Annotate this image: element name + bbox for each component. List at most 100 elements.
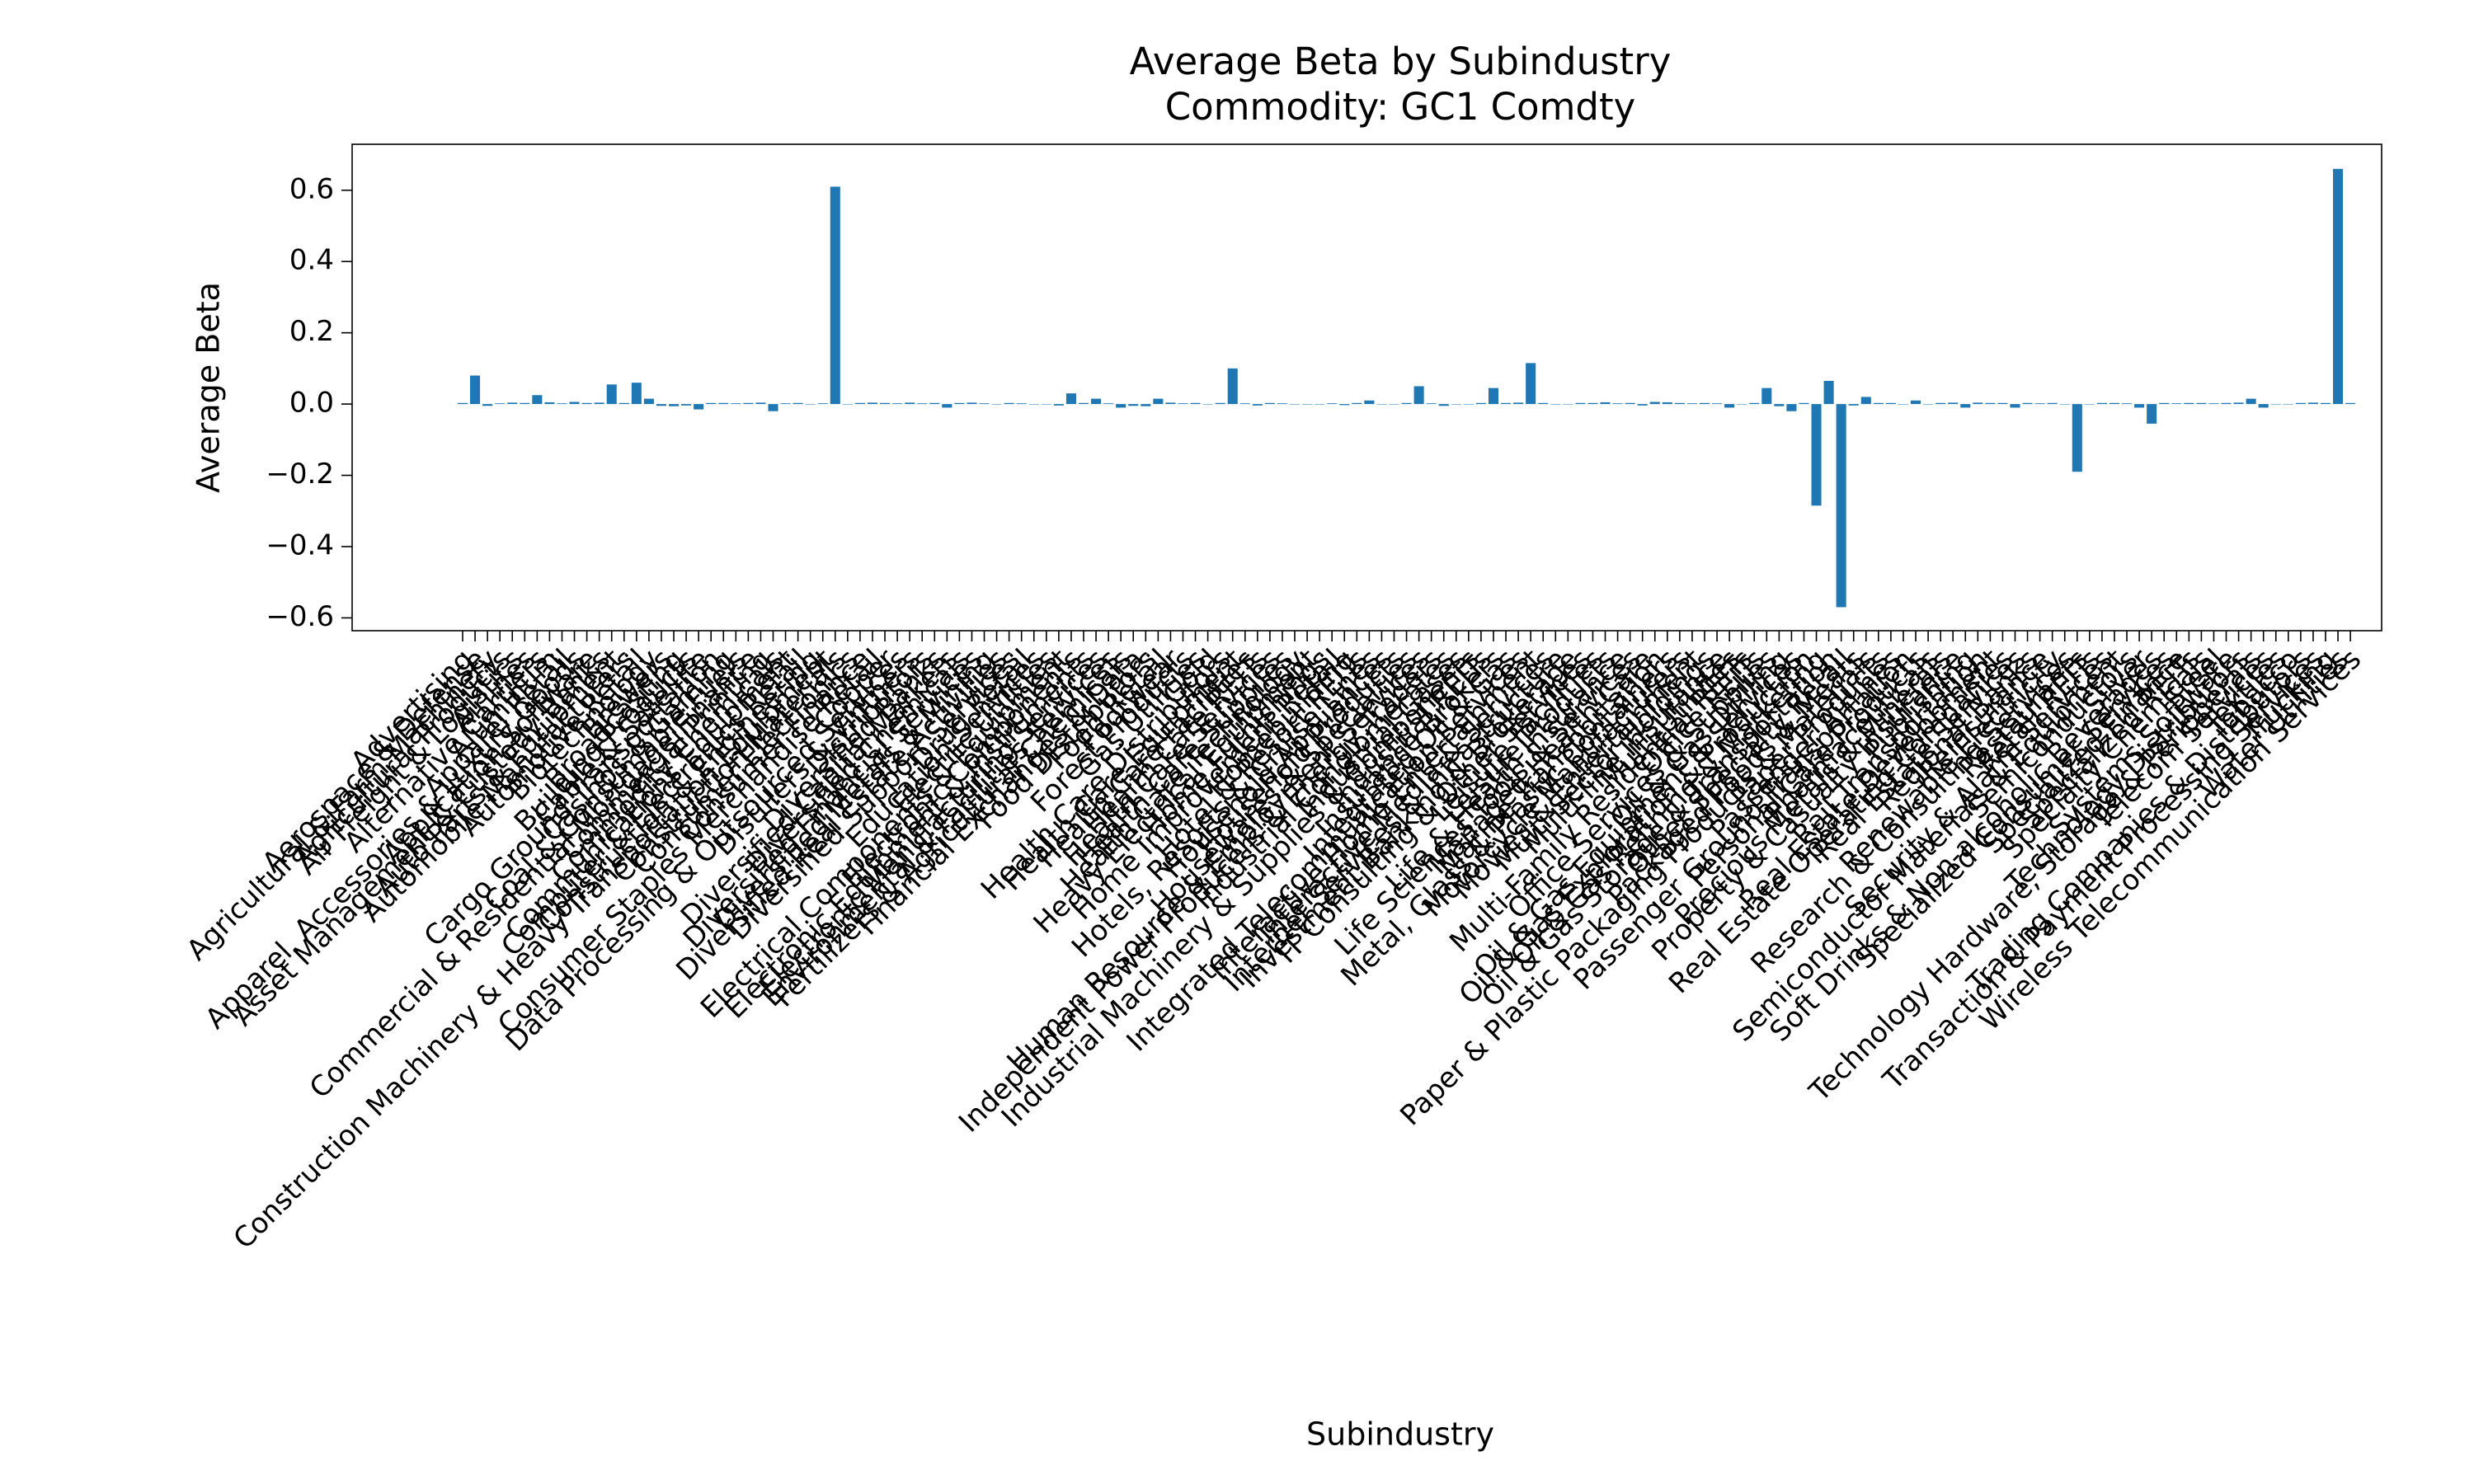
bar — [1923, 404, 1934, 405]
bar — [1078, 402, 1089, 405]
bar — [1103, 403, 1114, 405]
bar — [1028, 404, 1039, 405]
y-tick-label: 0.0 — [289, 387, 334, 420]
bar — [1041, 404, 1051, 405]
bar — [780, 403, 791, 405]
bar — [917, 403, 928, 405]
bar — [929, 402, 940, 405]
bar — [805, 404, 816, 405]
bar — [1786, 404, 1797, 411]
bar — [718, 402, 729, 405]
bar — [581, 402, 592, 405]
bar — [1239, 403, 1250, 405]
bar — [1264, 402, 1275, 405]
bar — [830, 186, 840, 405]
bar — [1637, 404, 1648, 406]
bar — [2196, 402, 2207, 405]
bar — [991, 404, 1002, 405]
bar — [631, 383, 642, 405]
bar — [1252, 404, 1263, 406]
bar — [867, 402, 878, 405]
y-tick-label: 0.6 — [289, 172, 334, 205]
bar — [793, 402, 803, 405]
bar — [2159, 402, 2170, 405]
bar — [1352, 402, 1362, 405]
y-tick-label: 0.4 — [289, 244, 334, 277]
bar — [842, 404, 853, 405]
bar — [768, 404, 778, 411]
bar — [643, 398, 654, 405]
bar — [2022, 402, 2033, 405]
plot-frame — [351, 143, 2382, 632]
bar — [1475, 402, 1486, 405]
bar — [1153, 398, 1164, 405]
chart-subtitle: Commodity: GC1 Comdty — [1165, 85, 1636, 129]
bar — [1799, 402, 1809, 405]
bar — [1426, 403, 1437, 405]
bar — [1910, 400, 1921, 405]
bar — [1898, 404, 1908, 405]
bar — [2072, 404, 2082, 472]
bar — [1662, 402, 1672, 405]
bar — [1488, 387, 1499, 405]
bar — [1277, 403, 1287, 405]
bar — [1389, 404, 1399, 405]
bar — [1016, 403, 1027, 405]
bar — [1686, 403, 1697, 405]
bar — [2333, 168, 2344, 405]
bar — [1600, 402, 1611, 405]
chart-title: Average Beta by Subindustry — [1130, 40, 1672, 83]
bar — [1948, 402, 1959, 405]
bar — [1141, 404, 1151, 406]
bar — [1526, 363, 1536, 405]
bar — [1550, 404, 1561, 405]
y-tick-label: −0.6 — [266, 600, 334, 633]
bar — [569, 402, 580, 405]
bar — [470, 375, 481, 405]
bar — [544, 402, 555, 405]
bar — [1761, 387, 1772, 405]
bar — [1737, 404, 1747, 405]
y-tick-label: 0.2 — [289, 315, 334, 348]
bar — [1985, 402, 1996, 405]
bar — [1538, 402, 1549, 405]
bar — [1848, 404, 1859, 406]
bar — [1836, 404, 1846, 608]
bar — [1302, 404, 1313, 405]
bar — [2208, 403, 2219, 405]
bar — [1438, 404, 1449, 406]
bar — [755, 402, 766, 405]
bar — [2147, 404, 2157, 424]
bar — [1190, 402, 1201, 405]
bar — [2184, 402, 2194, 405]
bar — [1699, 402, 1710, 405]
bar — [1327, 403, 1338, 405]
bar — [1463, 404, 1474, 405]
y-tick-label: −0.2 — [266, 458, 334, 491]
y-axis-label: Average Beta — [190, 282, 227, 493]
bar — [1563, 404, 1573, 405]
bar — [2134, 404, 2145, 408]
bar — [1451, 404, 1461, 405]
bar — [1364, 400, 1375, 405]
bar — [1649, 402, 1660, 405]
bar — [1128, 404, 1139, 406]
bar — [1774, 404, 1785, 406]
bar — [681, 404, 692, 406]
bar — [1674, 402, 1685, 405]
bar — [2295, 402, 2306, 405]
bar — [1612, 403, 1623, 405]
bar — [2307, 402, 2318, 405]
bar — [495, 403, 506, 405]
bar — [1315, 404, 1325, 405]
bar — [954, 402, 965, 405]
bar — [2084, 404, 2095, 405]
bar — [520, 402, 530, 405]
bar — [457, 402, 468, 405]
bar — [1587, 402, 1598, 405]
bar — [1091, 398, 1102, 405]
bar — [2010, 404, 2020, 408]
bar — [694, 404, 704, 410]
y-tick-label: −0.4 — [266, 528, 334, 561]
